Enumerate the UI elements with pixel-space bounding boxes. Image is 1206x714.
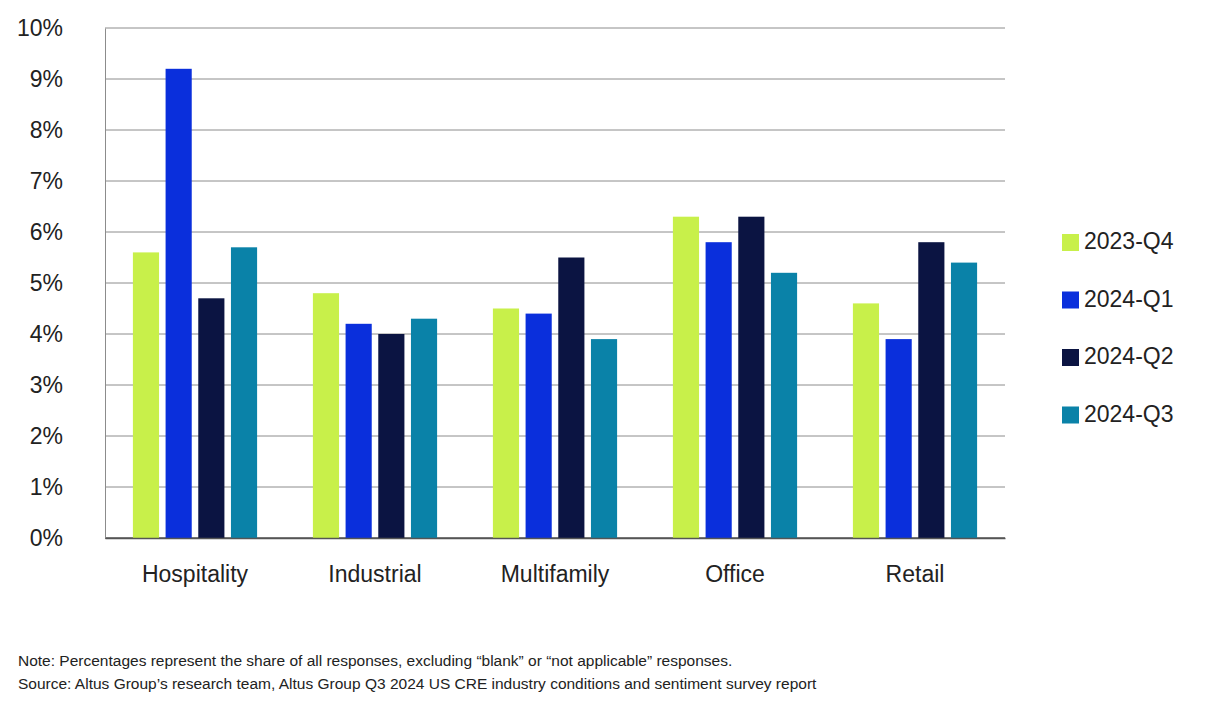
notes: Note: Percentages represent the share of… bbox=[18, 652, 817, 692]
bar-series bbox=[231, 247, 977, 538]
x-tick-label: Hospitality bbox=[142, 561, 249, 587]
y-tick-label: 2% bbox=[30, 423, 63, 449]
legend-label: 2024-Q1 bbox=[1084, 286, 1174, 312]
y-tick: 6% bbox=[30, 219, 105, 245]
grid-line bbox=[105, 232, 1005, 233]
y-tick-label: 4% bbox=[30, 321, 63, 347]
y-tick-label: 7% bbox=[30, 168, 63, 194]
bar bbox=[951, 263, 977, 538]
bar-series bbox=[133, 217, 879, 538]
bars bbox=[133, 69, 977, 538]
y-tick: 0% bbox=[30, 525, 105, 551]
y-axis-line bbox=[105, 29, 106, 539]
note: Note: Percentages represent the share of… bbox=[18, 652, 732, 669]
bar-series bbox=[198, 217, 944, 538]
grid-line bbox=[105, 130, 1005, 131]
bar-series bbox=[166, 69, 912, 538]
bar bbox=[411, 319, 437, 538]
y-tick: 7% bbox=[30, 168, 105, 194]
x-tick: Office bbox=[705, 538, 765, 587]
x-tick: Multifamily bbox=[501, 538, 610, 587]
x-tick-label: Retail bbox=[886, 561, 945, 587]
grid-line bbox=[105, 181, 1005, 182]
legend-label: 2024-Q2 bbox=[1084, 343, 1174, 369]
bar bbox=[673, 217, 699, 538]
chart-container: 0% 1% 2% 3% 4% 5% 6% 7% 8% 9% 10% Hospitality Indust… bbox=[0, 0, 1206, 714]
x-tick: Retail bbox=[886, 538, 945, 587]
legend-item: 2024-Q1 bbox=[1062, 286, 1174, 312]
legend-swatch bbox=[1062, 292, 1079, 309]
grid-line bbox=[105, 28, 1005, 29]
x-tick: Industrial bbox=[328, 538, 421, 587]
y-tick-label: 0% bbox=[30, 525, 63, 551]
y-tick-label: 5% bbox=[30, 270, 63, 296]
bar bbox=[313, 293, 339, 538]
bar bbox=[526, 314, 552, 538]
x-tick-label: Multifamily bbox=[501, 561, 610, 587]
y-tick: 10% bbox=[17, 15, 105, 41]
y-tick: 3% bbox=[30, 372, 105, 398]
y-tick: 9% bbox=[30, 66, 105, 92]
x-axis-line bbox=[106, 538, 1006, 540]
bar bbox=[198, 298, 224, 538]
bar bbox=[886, 339, 912, 538]
bar bbox=[591, 339, 617, 538]
y-tick-label: 8% bbox=[30, 117, 63, 143]
note: Source: Altus Group’s research team, Alt… bbox=[18, 675, 817, 692]
x-tick-label: Office bbox=[705, 561, 765, 587]
bar bbox=[771, 273, 797, 538]
bar bbox=[493, 309, 519, 539]
legend-label: 2024-Q3 bbox=[1084, 401, 1174, 427]
y-tick-label: 6% bbox=[30, 219, 63, 245]
chart-svg: 0% 1% 2% 3% 4% 5% 6% 7% 8% 9% 10% Hospitality Indust… bbox=[0, 0, 1206, 714]
bar bbox=[918, 242, 944, 538]
y-tick-label: 9% bbox=[30, 66, 63, 92]
bar bbox=[231, 247, 257, 538]
y-tick-label: 1% bbox=[30, 474, 63, 500]
bar bbox=[378, 334, 404, 538]
y-tick: 2% bbox=[30, 423, 105, 449]
grid bbox=[105, 28, 1005, 538]
legend-item: 2023-Q4 bbox=[1062, 228, 1174, 254]
bar bbox=[853, 303, 879, 538]
y-tick: 1% bbox=[30, 474, 105, 500]
legend-swatch bbox=[1062, 407, 1079, 424]
x-tick-label: Industrial bbox=[328, 561, 421, 587]
y-tick: 5% bbox=[30, 270, 105, 296]
y-axis: 0% 1% 2% 3% 4% 5% 6% 7% 8% 9% 10% bbox=[17, 15, 106, 551]
x-tick: Hospitality bbox=[142, 538, 249, 587]
y-tick-label: 3% bbox=[30, 372, 63, 398]
y-tick-label: 10% bbox=[17, 15, 63, 41]
legend-item: 2024-Q3 bbox=[1062, 401, 1174, 427]
legend: 2023-Q4 2024-Q1 2024-Q2 2024-Q3 bbox=[1062, 228, 1174, 427]
bar bbox=[706, 242, 732, 538]
legend-label: 2023-Q4 bbox=[1084, 228, 1174, 254]
bar bbox=[346, 324, 372, 538]
bar bbox=[558, 258, 584, 539]
y-tick: 4% bbox=[30, 321, 105, 347]
legend-swatch bbox=[1062, 349, 1079, 366]
grid-line bbox=[105, 79, 1005, 80]
y-tick: 8% bbox=[30, 117, 105, 143]
x-axis: Hospitality Industrial Multifamily Office Re… bbox=[106, 538, 1006, 587]
bar bbox=[166, 69, 192, 538]
bar bbox=[738, 217, 764, 538]
bar bbox=[133, 252, 159, 538]
legend-item: 2024-Q2 bbox=[1062, 343, 1174, 369]
legend-swatch bbox=[1062, 234, 1079, 251]
